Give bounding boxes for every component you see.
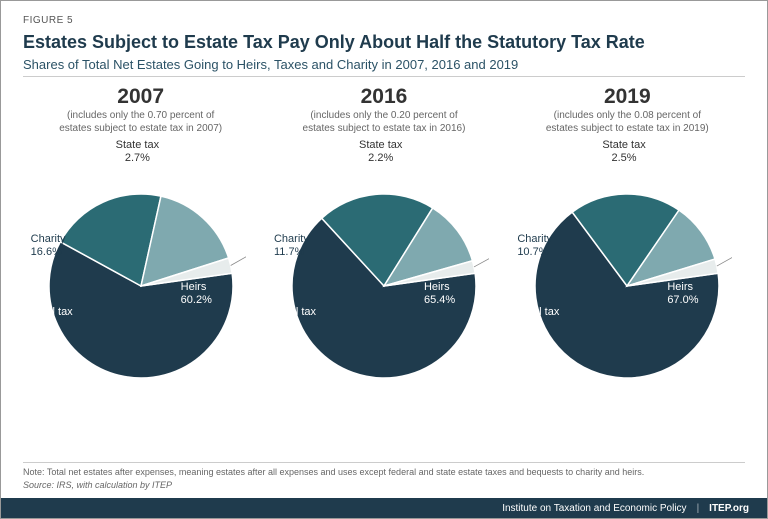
chart-title: Estates Subject to Estate Tax Pay Only A… <box>23 32 745 53</box>
footnote: Note: Total net estates after expenses, … <box>23 467 745 479</box>
slice-label: Charity16.6% <box>31 233 66 258</box>
slice-label: Federal tax20.7% <box>261 306 316 331</box>
year-label: 2019 <box>510 85 745 109</box>
footer-separator: | <box>697 503 700 514</box>
slice-label: Charity11.7% <box>274 233 309 258</box>
chart-2019: 2019 (includes only the 0.08 percent ofe… <box>510 85 745 401</box>
footer-bar: Institute on Taxation and Economic Polic… <box>1 498 767 518</box>
slice-label: Federal tax19.7% <box>504 306 559 331</box>
chart-subtitle: Shares of Total Net Estates Going to Hei… <box>23 57 745 72</box>
source-line: Source: IRS, with calculation by ITEP <box>23 480 745 490</box>
figure-label: FIGURE 5 <box>23 15 745 26</box>
footer-site: ITEP.org <box>709 503 749 514</box>
year-note: (includes only the 0.08 percent ofestate… <box>510 110 745 135</box>
slice-label: Charity10.7% <box>517 233 552 258</box>
year-note: (includes only the 0.20 percent ofestate… <box>266 110 501 135</box>
year-label: 2007 <box>23 85 258 109</box>
slice-label: State tax2.5% <box>602 139 645 164</box>
slice-label: State tax2.7% <box>116 139 159 164</box>
note-rule <box>23 462 745 463</box>
pie-chart: Heirs67.0%Federal tax19.7%Charity10.7%St… <box>512 141 742 401</box>
pie-chart: Heirs65.4%Federal tax20.7%Charity11.7%St… <box>269 141 499 401</box>
slice-label: Heirs60.2% <box>181 281 212 306</box>
slice-label: Heirs67.0% <box>667 281 698 306</box>
year-note: (includes only the 0.70 percent ofestate… <box>23 110 258 135</box>
chart-2016: 2016 (includes only the 0.20 percent ofe… <box>266 85 501 401</box>
footer-org: Institute on Taxation and Economic Polic… <box>502 503 686 514</box>
slice-label: Federal tax20.5% <box>18 306 73 331</box>
pie-chart: Heirs60.2%Federal tax20.5%Charity16.6%St… <box>26 141 256 401</box>
title-rule <box>23 76 745 77</box>
chart-2007: 2007 (includes only the 0.70 percent ofe… <box>23 85 258 401</box>
slice-label: Heirs65.4% <box>424 281 455 306</box>
slice-label: State tax2.2% <box>359 139 402 164</box>
charts-row: 2007 (includes only the 0.70 percent ofe… <box>23 85 745 401</box>
year-label: 2016 <box>266 85 501 109</box>
